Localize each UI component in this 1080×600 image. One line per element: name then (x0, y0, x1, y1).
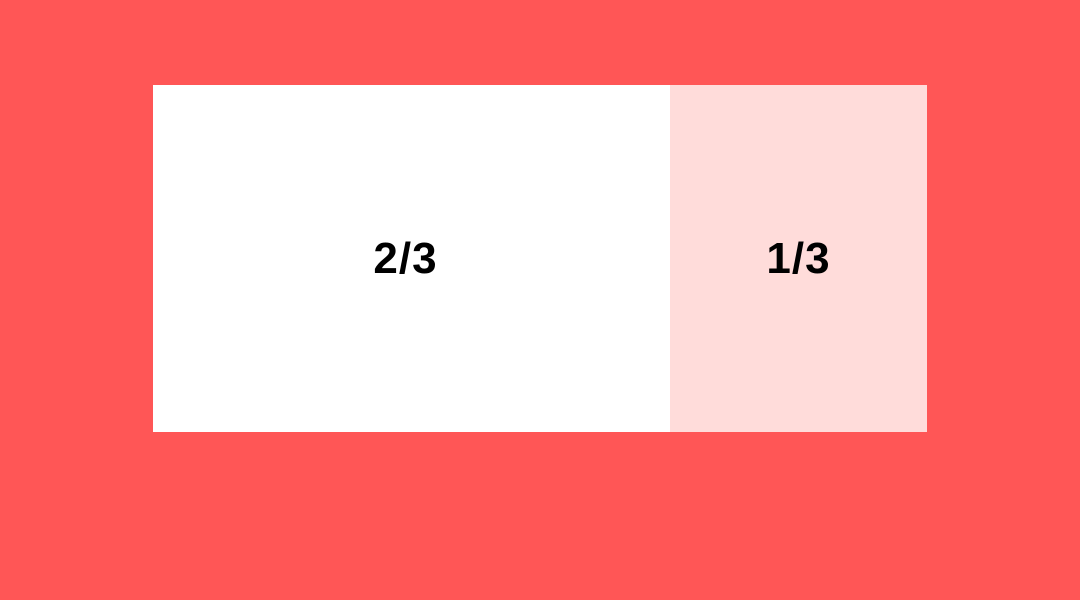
split-layout: 2/3 1/3 (153, 85, 927, 432)
two-thirds-label: 2/3 (373, 233, 438, 283)
two-thirds-panel: 2/3 (153, 85, 670, 432)
one-third-label: 1/3 (766, 233, 831, 283)
one-third-panel: 1/3 (670, 85, 927, 432)
